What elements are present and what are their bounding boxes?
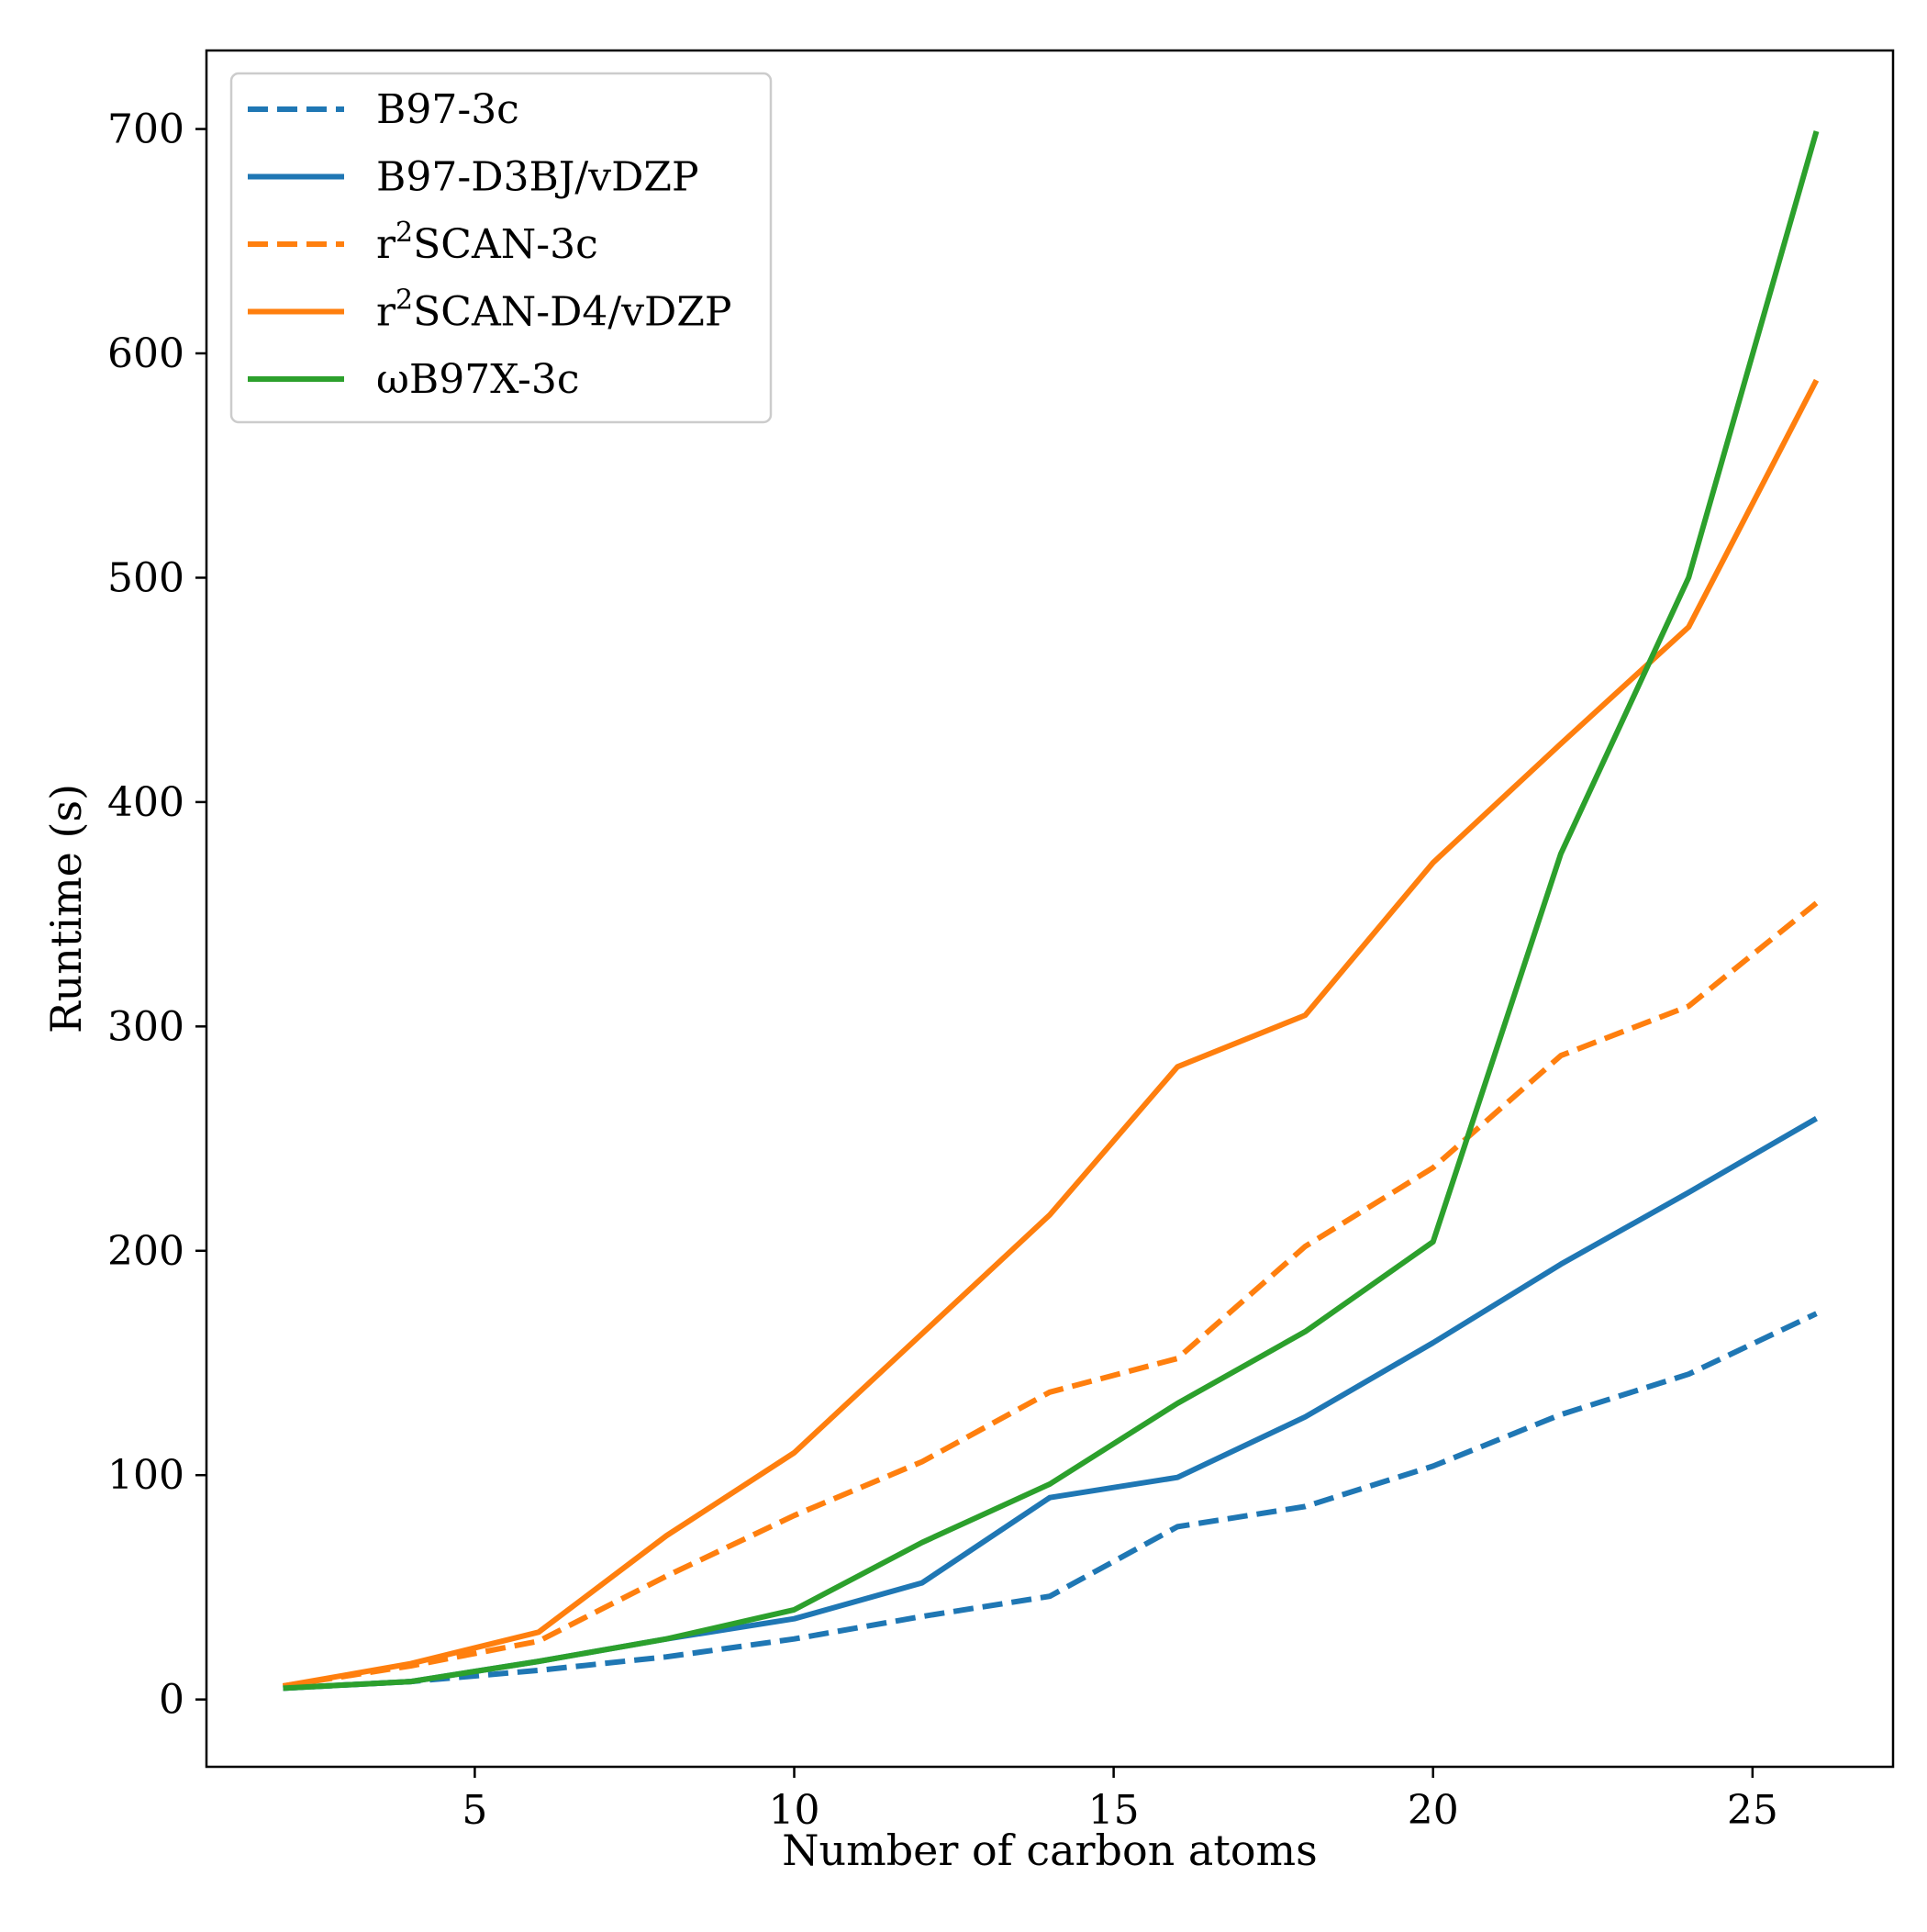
legend-label-text: B97-3c [376, 86, 519, 133]
series-line-3 [282, 378, 1820, 1689]
y-tick-label: 0 [159, 1677, 184, 1724]
legend-label-text: B97-D3BJ/vDZP [376, 154, 699, 201]
legend-label: r2SCAN-D4/vDZP [376, 285, 732, 336]
y-tick-label: 600 [107, 330, 184, 377]
series-line-4 [283, 130, 1820, 1692]
y-tick-label: 100 [107, 1452, 184, 1499]
x-axis-label: Number of carbon atoms [782, 1826, 1318, 1875]
legend-label-rest: SCAN-3c [413, 221, 598, 268]
legend-label: r2SCAN-3c [376, 217, 598, 268]
x-tick-label: 25 [1727, 1787, 1778, 1834]
legend-label-text: r [376, 221, 396, 268]
plot-frame [205, 49, 1895, 1769]
legend-label-sup: 2 [395, 217, 413, 249]
x-tick-label: 10 [769, 1787, 820, 1834]
legend-label-rest: SCAN-D4/vDZP [413, 289, 731, 336]
series-line-1 [283, 1116, 1819, 1692]
x-tick-label: 15 [1088, 1787, 1140, 1834]
series-line-2 [283, 900, 1819, 1689]
legend-label-sup: 2 [395, 285, 413, 317]
series-line-0 [283, 1311, 1818, 1692]
legend-box [229, 72, 773, 424]
legend-label: ωB97X-3c [376, 356, 579, 403]
y-tick-label: 400 [107, 779, 184, 826]
series-lines [282, 130, 1820, 1692]
legend-label: B97-3c [376, 86, 519, 133]
y-tick-label: 300 [107, 1003, 184, 1050]
legend-label: B97-D3BJ/vDZP [376, 154, 699, 201]
x-tick-label: 5 [462, 1787, 487, 1834]
y-tick-label: 500 [107, 554, 184, 601]
y-tick-label: 700 [107, 106, 184, 153]
legend: B97-3cB97-D3BJ/vDZPr2SCAN-3cr2SCAN-D4/vD… [229, 72, 773, 424]
legend-label-text: ωB97X-3c [376, 356, 579, 403]
y-tick-label: 200 [107, 1228, 184, 1275]
y-axis-label: Runtime (s) [41, 784, 91, 1033]
x-tick-label: 20 [1408, 1787, 1459, 1834]
legend-label-text: r [376, 289, 396, 336]
axis-ticks: 5 10 15 20 25 0 100 200 300 400 500 600 700 [107, 106, 1778, 1834]
